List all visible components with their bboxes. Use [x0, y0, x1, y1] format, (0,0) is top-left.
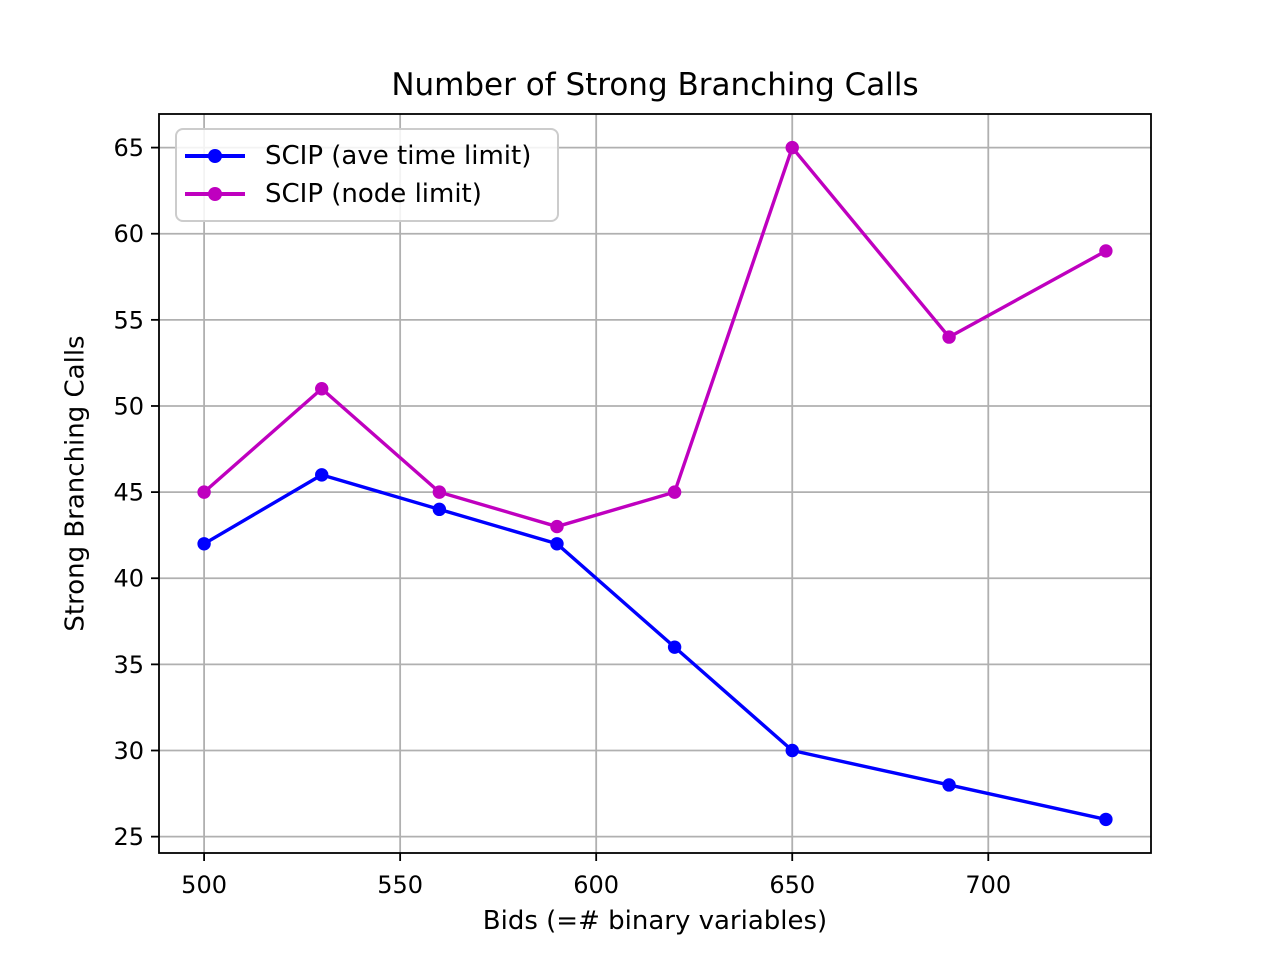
series-marker-0 — [197, 537, 211, 551]
x-tick-label: 650 — [769, 871, 815, 899]
y-tick-label: 60 — [113, 220, 144, 248]
legend-marker-icon — [208, 148, 222, 163]
x-tick-label: 700 — [965, 871, 1011, 899]
series-line-1 — [202, 145, 1108, 529]
y-tick-label: 35 — [113, 651, 144, 679]
x-axis-label: Bids (=# binary variables) — [482, 906, 828, 936]
legend-marker-icon — [208, 187, 222, 202]
legend: SCIP (ave time limit) SCIP (node limit) — [175, 128, 559, 222]
series-marker-1 — [942, 330, 956, 344]
legend-item-1: SCIP (node limit) — [185, 179, 557, 209]
y-tick-label: 25 — [113, 823, 144, 851]
chart-title: Number of Strong Branching Calls — [391, 67, 919, 103]
series-marker-0 — [550, 537, 564, 551]
legend-line-sample-icon — [185, 148, 245, 163]
legend-label: SCIP (node limit) — [265, 179, 482, 210]
x-tick-label: 600 — [573, 871, 619, 899]
series-marker-1 — [197, 485, 211, 499]
series-marker-0 — [315, 468, 329, 482]
series-marker-0 — [785, 743, 799, 758]
series-marker-0 — [667, 640, 682, 654]
series-marker-1 — [785, 140, 799, 155]
y-tick-label: 65 — [113, 134, 144, 162]
y-tick-label: 40 — [113, 565, 144, 593]
legend-label: SCIP (ave time limit) — [265, 140, 532, 171]
series-marker-1 — [315, 382, 329, 396]
series-marker-1 — [550, 519, 564, 534]
series-marker-1 — [432, 485, 447, 499]
legend-item-0: SCIP (ave time limit) — [185, 141, 557, 171]
x-tick-label: 550 — [377, 871, 423, 899]
series-marker-0 — [942, 778, 956, 792]
legend-line-sample-icon — [185, 187, 245, 202]
y-tick-label: 45 — [113, 479, 144, 507]
y-tick-label: 50 — [113, 392, 144, 420]
series-marker-1 — [1099, 244, 1113, 258]
series-line-0 — [202, 473, 1108, 822]
y-tick-label: 55 — [113, 306, 144, 334]
y-tick-label: 30 — [113, 737, 144, 765]
plot-border — [158, 113, 1152, 854]
series-marker-0 — [432, 502, 447, 517]
x-tick-label: 500 — [181, 871, 227, 899]
series-marker-1 — [667, 485, 682, 499]
series-marker-0 — [1099, 812, 1113, 827]
